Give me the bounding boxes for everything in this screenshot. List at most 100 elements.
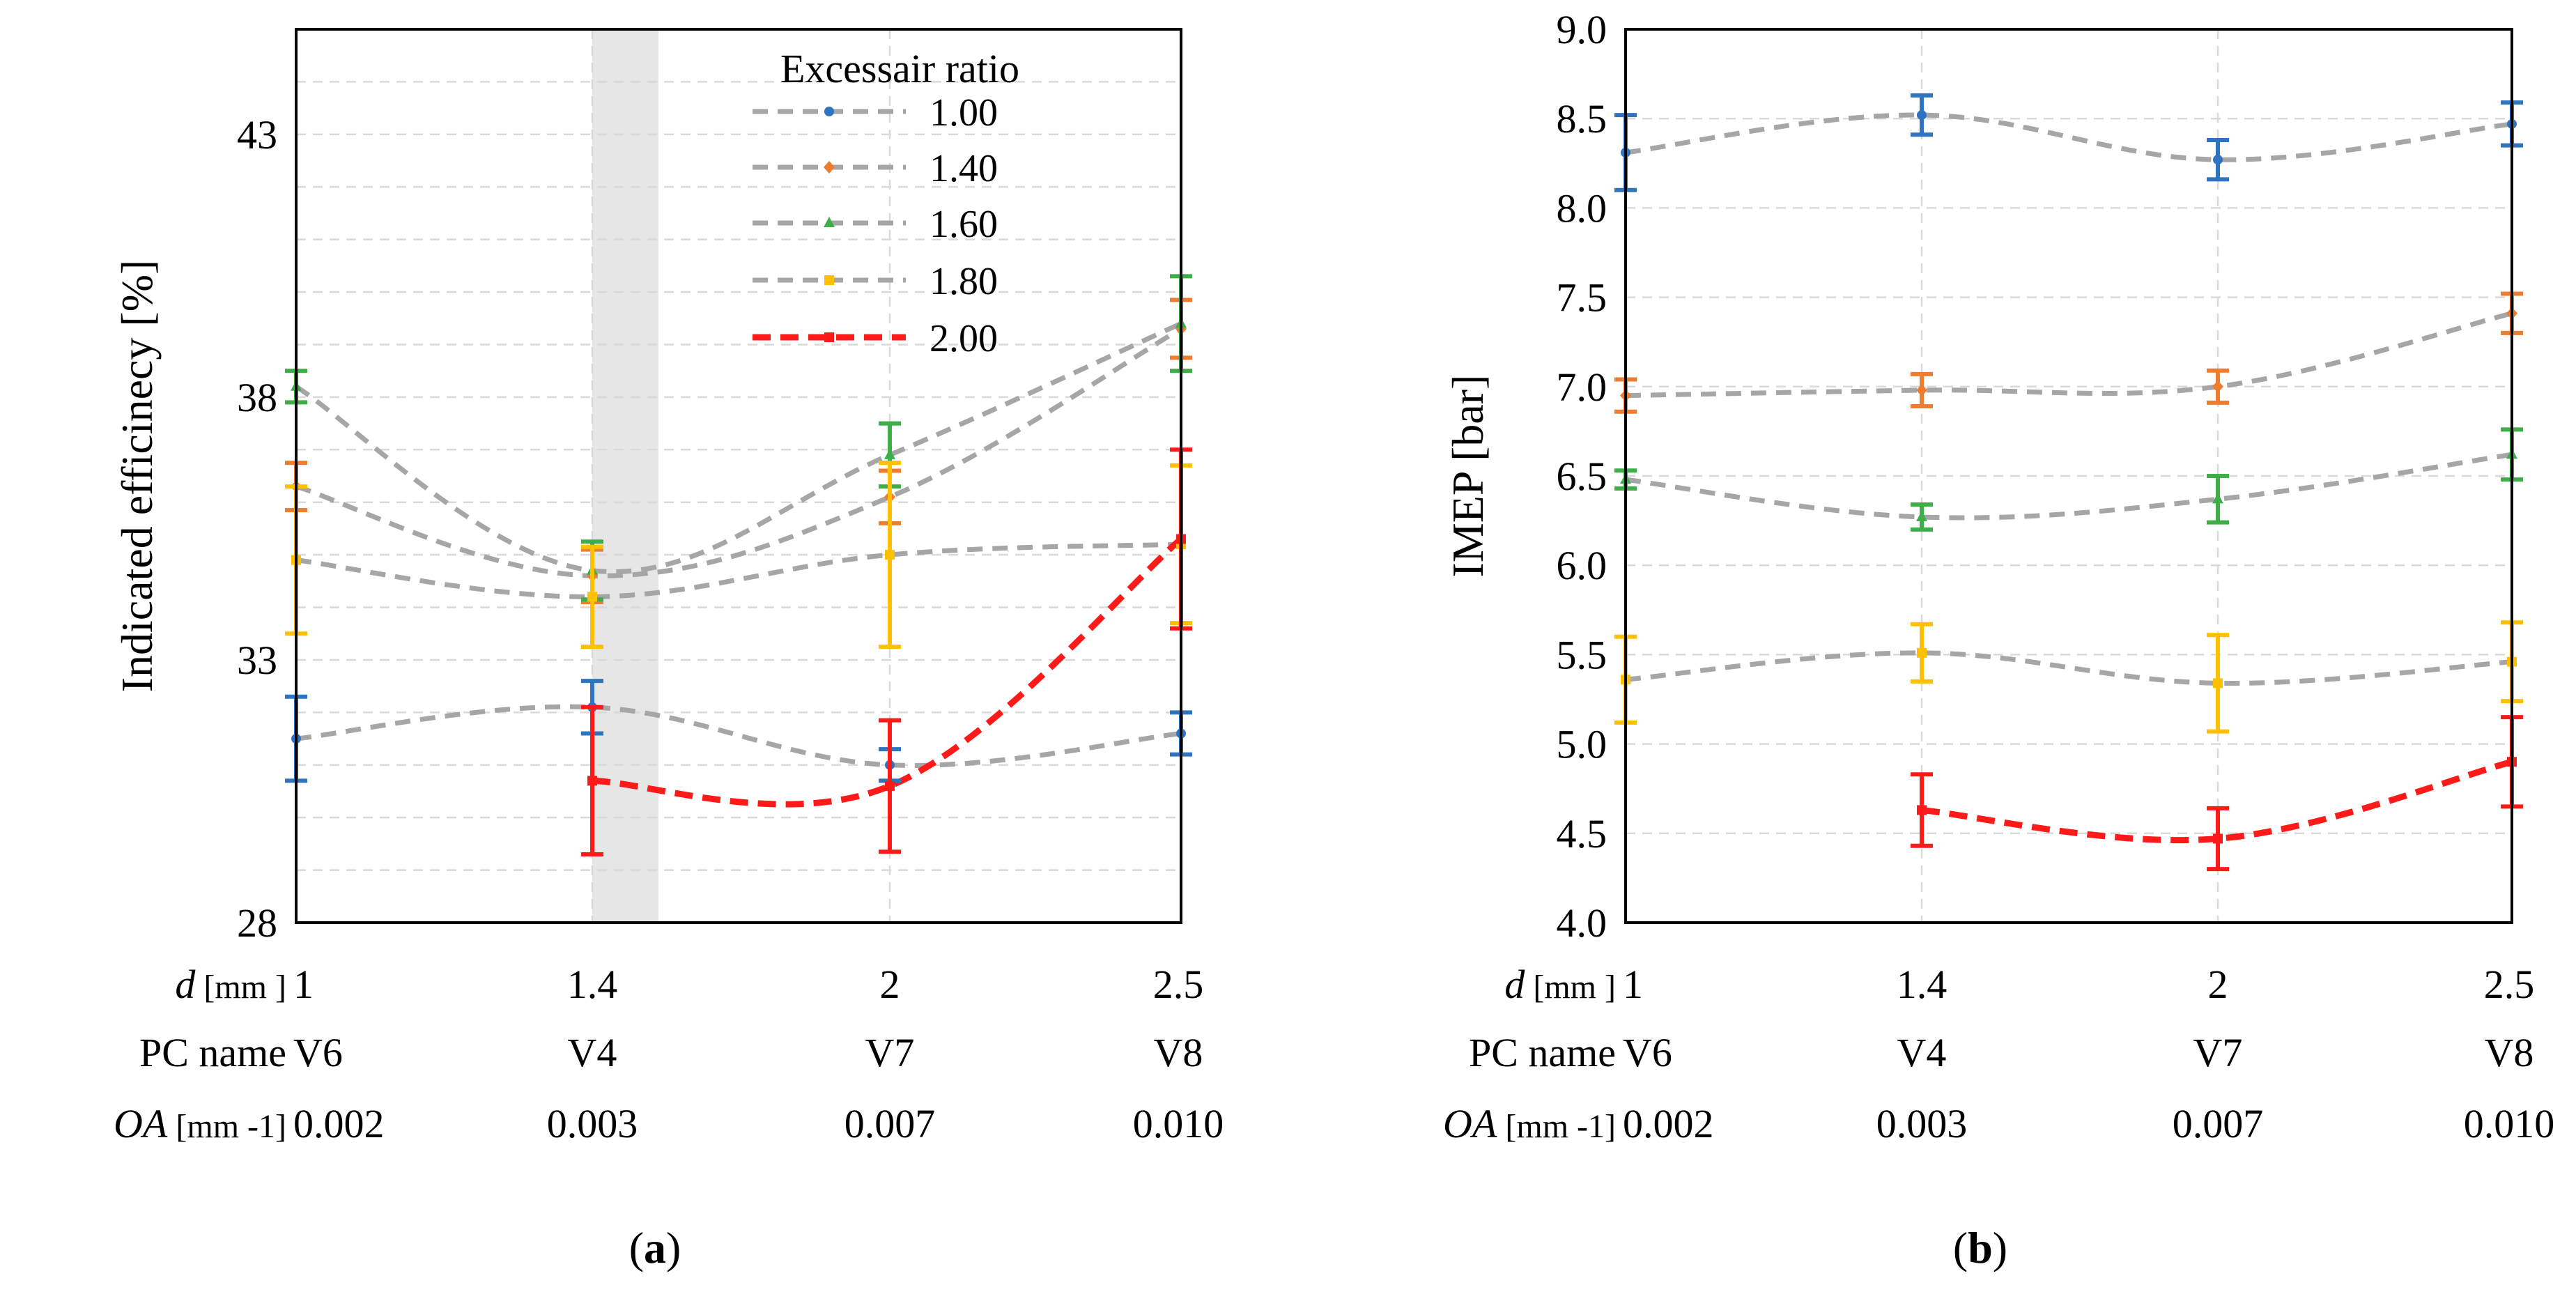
data-point-1.00 xyxy=(1917,110,1927,121)
y-tick-label: 38 xyxy=(237,375,277,420)
series-line-1.60 xyxy=(1625,452,2513,521)
legend-swatch-marker xyxy=(824,161,835,174)
plot-frame-b xyxy=(1624,28,2513,924)
y-tick-label: 5.5 xyxy=(1557,632,1607,677)
y-axis-label-a: Indicated efficinecy [%] xyxy=(112,260,162,693)
y-tick-label: 6.0 xyxy=(1557,543,1607,588)
legend-swatch-marker xyxy=(824,217,835,227)
category-value: 1.4 xyxy=(567,962,618,1007)
legend-label: 1.60 xyxy=(930,203,998,246)
category-value: 2.5 xyxy=(2484,962,2535,1007)
category-table-a: d [mm ] 1 1.4 2 2.5 PC name V6 V4 V7 V8 OA [mm -1]… xyxy=(114,962,1224,1146)
category-value: V6 xyxy=(1623,1030,1672,1075)
shaded-region-a xyxy=(592,29,658,923)
plot-frame-a xyxy=(295,28,1182,924)
category-value: V4 xyxy=(1897,1030,1947,1075)
y-tick-label: 7.0 xyxy=(1557,364,1607,410)
series-line-2.00 xyxy=(592,537,1183,808)
y-tick-label: 4.5 xyxy=(1557,811,1607,856)
legend-swatch-marker xyxy=(824,107,834,116)
category-value: V7 xyxy=(865,1030,915,1075)
data-point-2.00 xyxy=(587,776,597,786)
category-row-label: OA [mm -1] xyxy=(114,1101,286,1146)
data-point-1.60 xyxy=(2212,493,2223,504)
y-tick-label: 8.5 xyxy=(1557,96,1607,141)
data-point-2.00 xyxy=(885,780,895,791)
category-value: 0.003 xyxy=(1876,1101,1968,1146)
data-point-2.00 xyxy=(2213,833,2223,844)
series-a xyxy=(285,274,1192,856)
category-value: V6 xyxy=(293,1030,343,1075)
y-tick-label: 6.5 xyxy=(1557,454,1607,499)
category-value: V4 xyxy=(568,1030,617,1075)
y-tick-label: 4.0 xyxy=(1557,900,1607,946)
data-point-1.40 xyxy=(2212,380,2223,393)
data-point-1.60 xyxy=(1916,510,1927,521)
legend-item-1.80: 1.80 xyxy=(753,260,998,303)
y-tick-label: 7.5 xyxy=(1557,275,1607,321)
y-tick-label: 28 xyxy=(237,900,277,946)
legend-item-1.60: 1.60 xyxy=(753,203,998,246)
y-tick-label: 33 xyxy=(237,638,277,683)
category-value: 0.010 xyxy=(1133,1101,1224,1146)
data-point-1.80 xyxy=(2213,678,2223,688)
series-line-1.60 xyxy=(295,321,1182,574)
data-point-1.80 xyxy=(587,592,597,602)
y-tick-label: 9.0 xyxy=(1557,7,1607,52)
category-table-b: d [mm ] 1 1.4 2 2.5 PC name V6 V4 V7 V8 OA [mm -1]… xyxy=(1443,962,2554,1146)
category-value: 2 xyxy=(880,962,900,1007)
series-line-1.80 xyxy=(295,541,1182,599)
category-value: 2 xyxy=(2208,962,2228,1007)
y-tick-label: 5.0 xyxy=(1557,722,1607,767)
category-row-label: d [mm ] xyxy=(1504,962,1616,1007)
data-point-1.00 xyxy=(2213,155,2223,165)
legend-label: 1.80 xyxy=(930,260,998,303)
category-row-label: d [mm ] xyxy=(175,962,286,1007)
data-point-1.80 xyxy=(885,550,895,560)
category-value: 0.003 xyxy=(547,1101,638,1146)
legend-label: 1.40 xyxy=(930,147,998,190)
category-value: 0.007 xyxy=(844,1101,936,1146)
panel-label-b: (b) xyxy=(1953,1223,2007,1272)
legend-title: Excessair ratio xyxy=(780,46,1019,91)
series-line-1.00 xyxy=(295,704,1182,768)
y-tick-labels-a: 28 33 38 43 xyxy=(237,112,277,946)
legend-item-1.40: 1.40 xyxy=(753,147,998,190)
legend-item-2.00: 2.00 xyxy=(753,317,998,360)
series-line-1.80 xyxy=(1625,650,2513,686)
y-tick-labels-b: 4.0 4.5 5.0 5.5 6.0 6.5 7.0 7.5 8.0 8.5 9.0 xyxy=(1557,7,1607,946)
category-value: 0.002 xyxy=(1623,1101,1714,1146)
gridlines-a xyxy=(296,29,1181,923)
category-value: V7 xyxy=(2193,1030,2243,1075)
series-line-1.40 xyxy=(1625,311,2513,399)
category-row-label: PC name xyxy=(139,1030,286,1075)
series-line-2.00 xyxy=(1921,758,2513,844)
category-value: V8 xyxy=(1154,1030,1203,1075)
category-value: 0.010 xyxy=(2464,1101,2555,1146)
data-point-1.40 xyxy=(1916,383,1927,397)
category-value: 1 xyxy=(1623,962,1643,1007)
data-point-1.60 xyxy=(884,448,895,459)
legend: Excessair ratio 1.00 1.40 1.60 1.80 2.00 xyxy=(753,46,1019,360)
category-value: 1 xyxy=(293,962,314,1007)
legend-label: 1.00 xyxy=(930,91,998,134)
category-row-label: PC name xyxy=(1469,1030,1616,1075)
data-point-2.00 xyxy=(1917,805,1927,815)
legend-swatch-marker xyxy=(824,332,834,342)
category-value: 0.007 xyxy=(2173,1101,2264,1146)
legend-label: 2.00 xyxy=(930,317,998,360)
y-tick-label: 8.0 xyxy=(1557,185,1607,231)
category-value: 0.002 xyxy=(293,1101,385,1146)
category-row-label: OA [mm -1] xyxy=(1443,1101,1616,1146)
category-value: 1.4 xyxy=(1897,962,1948,1007)
category-value: V8 xyxy=(2485,1030,2534,1075)
legend-swatch-marker xyxy=(824,275,834,285)
panel-label-a: (a) xyxy=(629,1223,681,1272)
chart-panel-b: 4.0 4.5 5.0 5.5 6.0 6.5 7.0 7.5 8.0 8.5 9.0 IMEP [… xyxy=(1443,7,2554,1272)
category-value: 2.5 xyxy=(1153,962,1204,1007)
chart-panel-a: 28 33 38 43 Indicated efficinecy [%] d [mm … xyxy=(112,28,1224,1272)
y-tick-label: 43 xyxy=(237,112,277,157)
series-b xyxy=(1614,93,2523,872)
legend-item-1.00: 1.00 xyxy=(753,91,998,134)
